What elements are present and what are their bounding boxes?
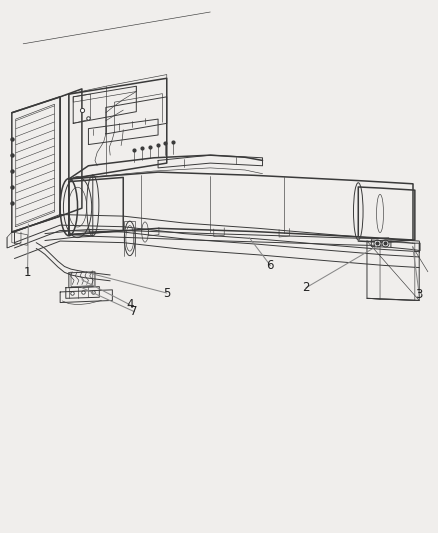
Text: 6: 6 [267, 259, 274, 272]
Text: 3: 3 [416, 288, 423, 301]
Text: 5: 5 [163, 287, 170, 300]
Text: 7: 7 [131, 305, 138, 318]
Text: 2: 2 [302, 281, 310, 294]
Text: 1: 1 [24, 266, 31, 279]
Text: 4: 4 [126, 298, 134, 311]
